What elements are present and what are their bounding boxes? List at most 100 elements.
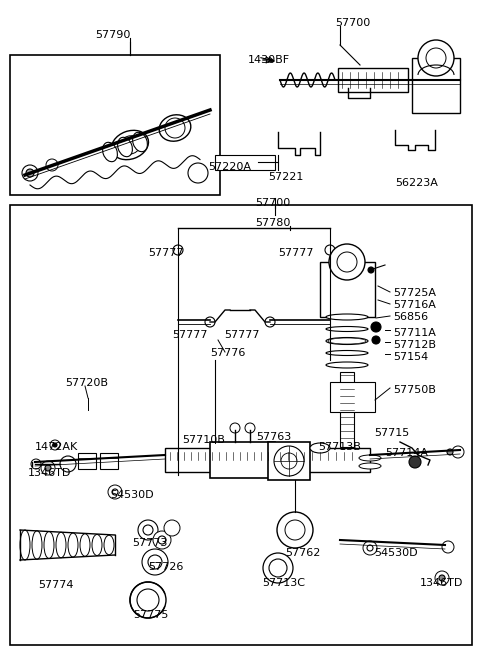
Circle shape [409, 456, 421, 468]
Circle shape [50, 440, 60, 450]
Bar [215, 155, 275, 170]
Bar [275, 448, 370, 472]
Bar [330, 382, 375, 412]
Ellipse shape [328, 338, 366, 344]
Circle shape [367, 545, 373, 551]
Circle shape [452, 446, 464, 458]
Text: 57710B: 57710B [182, 435, 225, 445]
Ellipse shape [359, 463, 381, 469]
Circle shape [329, 244, 365, 280]
Circle shape [269, 559, 287, 577]
Ellipse shape [310, 443, 330, 453]
Text: 1472AK: 1472AK [35, 442, 78, 452]
Text: 57154: 57154 [393, 352, 428, 362]
Circle shape [363, 541, 377, 555]
Circle shape [447, 449, 453, 455]
Circle shape [277, 512, 313, 548]
Circle shape [45, 465, 51, 471]
Bar [10, 205, 472, 645]
Circle shape [153, 531, 171, 549]
Ellipse shape [104, 535, 114, 555]
Circle shape [130, 582, 166, 618]
Text: 57777: 57777 [278, 248, 313, 258]
Text: 57700: 57700 [335, 18, 370, 28]
Ellipse shape [56, 532, 66, 558]
Text: 57777: 57777 [224, 330, 260, 340]
Text: 57221: 57221 [268, 172, 303, 182]
Circle shape [439, 575, 445, 581]
Circle shape [138, 520, 158, 540]
Text: 54530D: 54530D [110, 490, 154, 500]
Bar [78, 453, 96, 469]
Ellipse shape [92, 534, 102, 555]
Circle shape [263, 553, 293, 583]
Text: 57790: 57790 [95, 30, 131, 40]
Circle shape [143, 525, 153, 535]
Ellipse shape [80, 534, 90, 557]
Text: 57780: 57780 [255, 218, 290, 228]
Circle shape [285, 520, 305, 540]
Text: 57713B: 57713B [318, 442, 361, 452]
Text: 57726: 57726 [148, 562, 183, 572]
Text: 57716A: 57716A [393, 300, 436, 310]
Text: 57220A: 57220A [208, 162, 251, 172]
Circle shape [22, 165, 38, 181]
Circle shape [245, 423, 255, 433]
Text: 54530D: 54530D [374, 548, 418, 558]
Circle shape [337, 252, 357, 272]
Text: 1346TD: 1346TD [420, 578, 463, 588]
Ellipse shape [326, 314, 368, 320]
Ellipse shape [103, 143, 118, 162]
Ellipse shape [326, 337, 368, 345]
Text: 57762: 57762 [285, 548, 320, 558]
Text: 57750B: 57750B [393, 385, 436, 395]
Ellipse shape [68, 533, 78, 557]
Bar [340, 372, 354, 447]
Text: 57777: 57777 [172, 330, 207, 340]
Bar [165, 448, 285, 472]
Circle shape [426, 48, 446, 68]
Ellipse shape [111, 130, 148, 160]
Text: 57712B: 57712B [393, 340, 436, 350]
Circle shape [435, 571, 449, 585]
Text: 57763: 57763 [256, 432, 291, 442]
Text: 1346TD: 1346TD [28, 468, 72, 478]
Circle shape [371, 322, 381, 332]
Ellipse shape [132, 132, 147, 152]
Text: 57774: 57774 [38, 580, 73, 590]
Ellipse shape [20, 530, 30, 560]
Text: 57714A: 57714A [385, 448, 428, 458]
Bar [320, 262, 375, 317]
Text: 57713C: 57713C [262, 578, 305, 588]
Circle shape [158, 536, 166, 544]
Text: 57776: 57776 [210, 348, 245, 358]
Bar [100, 453, 118, 469]
Bar [210, 442, 275, 478]
Circle shape [274, 446, 304, 476]
Circle shape [142, 549, 168, 575]
Ellipse shape [326, 326, 368, 332]
Circle shape [26, 169, 34, 177]
Text: 56223A: 56223A [395, 178, 438, 188]
Circle shape [372, 336, 380, 344]
Circle shape [164, 520, 180, 536]
Text: 57720B: 57720B [65, 378, 108, 388]
Circle shape [31, 459, 41, 469]
Circle shape [112, 489, 118, 495]
Circle shape [205, 317, 215, 327]
Bar [412, 58, 460, 113]
Ellipse shape [118, 135, 142, 154]
Circle shape [46, 159, 58, 171]
Ellipse shape [359, 455, 381, 461]
Circle shape [108, 485, 122, 499]
Bar [338, 68, 408, 92]
Text: 57773: 57773 [132, 538, 168, 548]
Text: 57700: 57700 [255, 198, 290, 208]
Circle shape [53, 443, 57, 447]
Circle shape [418, 40, 454, 76]
Circle shape [230, 423, 240, 433]
Ellipse shape [32, 531, 42, 559]
Text: 1430BF: 1430BF [248, 55, 290, 65]
Circle shape [148, 555, 162, 569]
Circle shape [442, 541, 454, 553]
